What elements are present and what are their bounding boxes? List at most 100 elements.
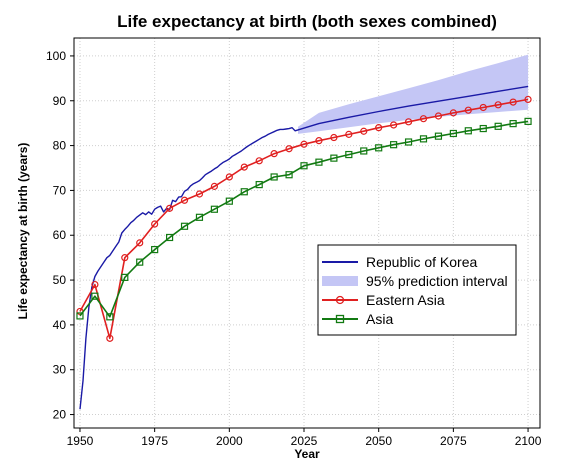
legend-box (317, 244, 517, 336)
data-point-asia (375, 144, 383, 152)
y-tick-label: 70 (53, 183, 67, 197)
data-point-asia (360, 147, 368, 155)
chart-title: Life expectancy at birth (both sexes com… (117, 12, 497, 31)
series-line-republic-of-korea (79, 85, 529, 410)
data-point-eastern-asia (509, 98, 517, 106)
data-point-eastern-asia (390, 121, 398, 129)
data-point-eastern-asia (524, 95, 532, 104)
data-point-asia (419, 135, 428, 143)
data-point-eastern-asia (479, 103, 487, 112)
data-point-eastern-asia (195, 190, 204, 198)
legend-item-korea: Republic of Korea (322, 254, 478, 270)
series-line-eastern-asia (79, 98, 529, 340)
data-point-eastern-asia (404, 118, 413, 126)
data-point-asia (76, 312, 84, 320)
x-tick-label: 2075 (440, 434, 467, 448)
data-point-eastern-asia (255, 157, 263, 165)
data-point-eastern-asia (136, 239, 144, 247)
data-point-eastern-asia (449, 109, 457, 117)
data-point-asia (195, 213, 204, 221)
data-point-eastern-asia (434, 112, 443, 120)
data-point-asia (345, 150, 353, 159)
tick-labels: 1950 1975 2000 2025 2050 2075 2100 20 30 40 50 60 70… (46, 49, 542, 448)
y-axis-label: Life expectancy at birth (years) (16, 143, 30, 320)
y-tick-label: 30 (53, 363, 67, 377)
legend-label-asia: Asia (366, 311, 393, 327)
y-tick-label: 50 (53, 273, 67, 287)
legend-label-eastern-asia: Eastern Asia (366, 292, 445, 308)
legend-marker-eastern-asia (335, 295, 345, 305)
y-tick-label: 100 (46, 49, 66, 63)
prediction-interval-band (298, 54, 529, 134)
x-tick-label: 2000 (216, 434, 243, 448)
data-point-eastern-asia (360, 127, 368, 135)
data-point-eastern-asia (315, 137, 323, 145)
data-point-asia (270, 173, 278, 181)
data-point-asia (300, 162, 308, 170)
data-point-asia (404, 138, 413, 146)
data-point-asia (315, 158, 323, 166)
data-point-eastern-asia (270, 150, 278, 158)
data-point-eastern-asia (121, 254, 129, 262)
prediction-interval-band-layer (298, 54, 529, 134)
legend-item-eastern-asia: Eastern Asia (322, 292, 445, 308)
x-tick-label: 2100 (515, 434, 542, 448)
data-point-eastern-asia (210, 182, 218, 190)
data-point-eastern-asia (285, 145, 293, 153)
x-tick-label: 2050 (365, 434, 392, 448)
data-point-asia (225, 197, 233, 205)
data-point-asia (449, 129, 457, 138)
data-point-eastern-asia (300, 140, 308, 148)
data-point-asia (165, 233, 174, 242)
legend-label-korea: Republic of Korea (366, 254, 478, 270)
axes (70, 37, 541, 432)
data-point-asia (240, 188, 248, 196)
data-point-asia (524, 117, 532, 125)
data-point-eastern-asia (180, 196, 189, 204)
data-point-eastern-asia (375, 124, 383, 132)
data-point-asia (151, 245, 159, 254)
data-point-asia (136, 258, 144, 266)
y-tick-label: 80 (53, 139, 67, 153)
data-point-eastern-asia (151, 220, 159, 228)
series-line-asia (79, 120, 529, 318)
data-point-asia (180, 222, 189, 230)
data-point-eastern-asia (345, 130, 353, 138)
data-point-asia (121, 273, 129, 281)
y-tick-label: 60 (53, 228, 67, 242)
data-point-asia (479, 124, 487, 133)
data-point-asia (91, 292, 99, 300)
data-point-asia (464, 127, 472, 135)
data-point-asia (390, 141, 398, 149)
legend-item-asia: Asia (322, 311, 393, 327)
grid (74, 38, 540, 428)
data-point-asia (210, 205, 218, 213)
y-tick-label: 40 (53, 318, 67, 332)
legend-label-interval: 95% prediction interval (366, 273, 508, 289)
data-point-asia (330, 154, 338, 162)
data-point-eastern-asia (225, 173, 233, 181)
data-point-asia (255, 180, 263, 189)
data-point-asia (434, 132, 443, 140)
legend-swatch-interval (322, 276, 358, 286)
legend: Republic of Korea 95% prediction interva… (317, 244, 517, 336)
data-point-eastern-asia (106, 334, 114, 342)
legend-item-interval: 95% prediction interval (322, 273, 508, 289)
x-tick-label: 1950 (67, 434, 94, 448)
data-point-eastern-asia (240, 163, 248, 171)
x-tick-label: 2025 (291, 434, 318, 448)
data-point-eastern-asia (165, 204, 174, 212)
data-point-eastern-asia (91, 280, 99, 289)
data-point-eastern-asia (494, 101, 502, 109)
data-point-eastern-asia (330, 133, 338, 142)
plot-frame (73, 37, 541, 429)
series-layer (76, 85, 532, 410)
data-point-asia (106, 313, 114, 321)
x-tick-label: 1975 (141, 434, 168, 448)
y-tick-label: 20 (53, 408, 67, 422)
data-point-eastern-asia (464, 106, 472, 114)
data-point-asia (285, 171, 293, 179)
y-tick-label: 90 (53, 94, 67, 108)
data-point-asia (509, 120, 517, 128)
